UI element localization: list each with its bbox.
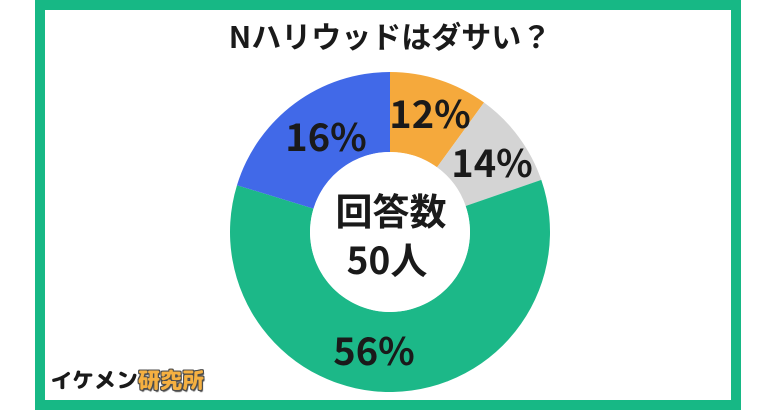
svg-text:16%: 16% [285, 107, 366, 162]
svg-text:回答数: 回答数 [336, 182, 447, 236]
svg-text:12%: 12% [389, 84, 470, 139]
svg-text:56%: 56% [333, 321, 414, 376]
svg-text:50人: 50人 [347, 231, 428, 285]
svg-text:14%: 14% [451, 133, 532, 188]
